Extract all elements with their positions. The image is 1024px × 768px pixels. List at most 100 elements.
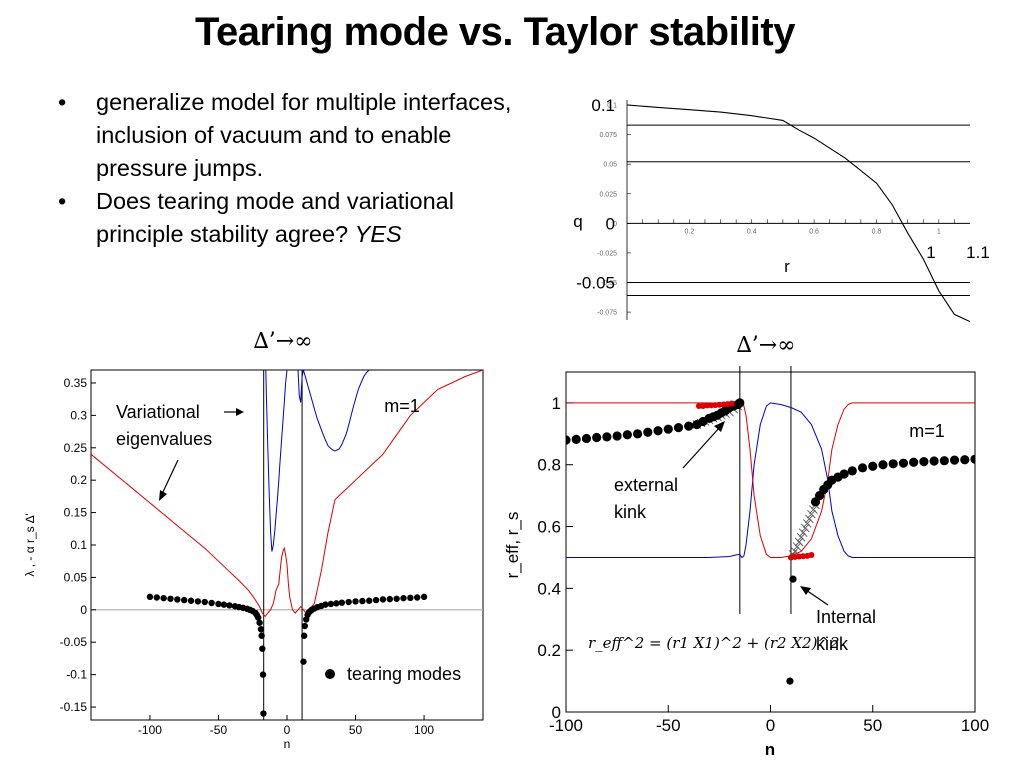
eigenvalue-point bbox=[653, 426, 663, 436]
y-tick-label-small: -0.075 bbox=[597, 310, 617, 317]
y-axis-label: r_eff, r_s bbox=[503, 512, 522, 579]
tearing-mode-point bbox=[194, 598, 202, 605]
tearing-mode-point bbox=[379, 596, 387, 603]
y-tick-label: 0 bbox=[80, 603, 87, 617]
tearing-mode-point bbox=[256, 619, 263, 626]
eigenvalue-point bbox=[592, 432, 602, 443]
tearing-mode-point bbox=[366, 597, 373, 604]
eigenvalue-point bbox=[878, 460, 888, 470]
y-tick-label: -0.05 bbox=[576, 274, 615, 293]
y-tick-label-small: 0.1 bbox=[607, 103, 617, 110]
y-tick-label: 0.6 bbox=[537, 518, 561, 537]
hatch-point bbox=[805, 514, 814, 524]
tearing-mode-point bbox=[407, 594, 414, 602]
x-tick-label: -50 bbox=[210, 723, 228, 737]
plot-area bbox=[566, 398, 975, 685]
eigenvalue-point bbox=[643, 427, 653, 437]
annotation-text: Internal bbox=[816, 607, 876, 627]
growth-rate-chart: 0.35 0.3 0.25 0.2 0.15 0.1 0.05 0 -0.05 -0.1 -0.15… bbox=[23, 329, 484, 751]
eigenvalue-point bbox=[868, 461, 878, 471]
eigenvalue-point bbox=[571, 434, 581, 444]
tearing-mode-point bbox=[345, 598, 352, 606]
x-tick-label-small: 1 bbox=[937, 228, 941, 235]
tearing-mode-point bbox=[257, 626, 265, 633]
eigenvalue-point bbox=[919, 457, 929, 467]
bullet-text: Does tearing mode and variational princi… bbox=[96, 188, 454, 247]
y-tick-label-small: 0.075 bbox=[599, 132, 617, 139]
eigenvalue-point bbox=[632, 429, 643, 439]
annotation-text: external bbox=[614, 475, 678, 495]
hatch-point bbox=[798, 528, 808, 538]
tearing-mode-point bbox=[372, 596, 380, 604]
mode-label: m=1 bbox=[909, 421, 945, 441]
tearing-mode-point bbox=[338, 599, 346, 606]
tearing-mode-point bbox=[220, 601, 228, 608]
eigenvalue-point bbox=[839, 469, 849, 479]
tearing-mode-point bbox=[160, 594, 167, 602]
y-axis-label: q bbox=[573, 212, 582, 231]
eigenvalue-point bbox=[939, 456, 949, 466]
eigenvalue-curve bbox=[91, 370, 483, 618]
eigenvalue-point bbox=[970, 454, 975, 464]
eigenvalue-point bbox=[612, 431, 622, 441]
y-tick-label-small: -0.05 bbox=[601, 280, 617, 287]
plot-area bbox=[91, 370, 483, 717]
x-tick-label-small: 0.8 bbox=[872, 228, 882, 235]
single-point bbox=[789, 575, 797, 583]
tearing-mode-point bbox=[359, 597, 366, 605]
eigenvalue-point bbox=[960, 455, 970, 465]
eigenvalue-point bbox=[602, 432, 612, 442]
hatch-point bbox=[802, 519, 812, 528]
eigenvalue-curve bbox=[265, 370, 370, 552]
slide-title: Tearing mode vs. Taylor stability bbox=[195, 10, 795, 54]
y-tick-label: 0.2 bbox=[537, 641, 561, 660]
tearing-mode-point bbox=[420, 593, 428, 601]
x-tick-label: 1 bbox=[926, 243, 935, 262]
tearing-mode-point bbox=[259, 671, 267, 678]
eigenvalue-point bbox=[909, 457, 919, 467]
hatch-point bbox=[792, 542, 802, 551]
tearing-mode-point bbox=[301, 622, 309, 630]
tearing-mode-point bbox=[215, 600, 222, 608]
y-tick-label: 0.2 bbox=[70, 473, 87, 487]
y-tick-label-small: -0.025 bbox=[597, 250, 617, 257]
eigenvalue-point bbox=[673, 423, 684, 433]
bullet-list: generalize model for multiple interfaces… bbox=[56, 86, 526, 251]
annotation-arrowhead bbox=[714, 421, 725, 432]
y-tick-label: 0 bbox=[606, 214, 615, 233]
hatch-point bbox=[796, 533, 806, 542]
tearing-mode-point bbox=[260, 710, 267, 717]
x-tick-label: 50 bbox=[863, 716, 882, 735]
tearing-mode-point bbox=[259, 645, 266, 652]
eigenvalue-point bbox=[857, 463, 868, 473]
red-point bbox=[728, 400, 735, 407]
single-point bbox=[786, 677, 794, 685]
eigenvalue-point bbox=[581, 433, 592, 444]
x-tick-label: -100 bbox=[138, 723, 162, 737]
annotation-text: eigenvalues bbox=[116, 429, 212, 449]
y-axis-label: λ , - α r_s ∆' bbox=[23, 513, 37, 576]
y-tick-label: 0.1 bbox=[70, 538, 87, 552]
chart-header: ∆’→∞ bbox=[253, 329, 312, 354]
x-axis-label: n bbox=[284, 737, 291, 751]
tearing-mode-point bbox=[333, 600, 340, 607]
mode-label: m=1 bbox=[384, 396, 420, 416]
x-axis-label: r bbox=[784, 257, 790, 276]
hatch-point bbox=[809, 505, 818, 514]
x-tick-label-small: 0.6 bbox=[809, 228, 819, 235]
y-tick-label: -0.15 bbox=[60, 700, 88, 714]
x-tick-label: 0 bbox=[766, 716, 775, 735]
tearing-mode-point bbox=[258, 632, 265, 639]
tearing-mode-point bbox=[300, 632, 308, 639]
x-tick-label: 100 bbox=[414, 723, 434, 737]
y-tick-label: 0.4 bbox=[537, 579, 561, 598]
eigenvalue-point bbox=[663, 424, 673, 434]
tearing-mode-point bbox=[327, 600, 335, 608]
hatch-point bbox=[794, 537, 804, 547]
x-tick-label: 0 bbox=[284, 723, 291, 737]
tearing-mode-point bbox=[146, 593, 154, 601]
x-tick-label: 50 bbox=[349, 723, 363, 737]
annotation-text: Variational bbox=[116, 402, 200, 422]
annotation-arrowhead bbox=[800, 586, 811, 595]
x-tick-label-small: 0.4 bbox=[747, 228, 757, 235]
